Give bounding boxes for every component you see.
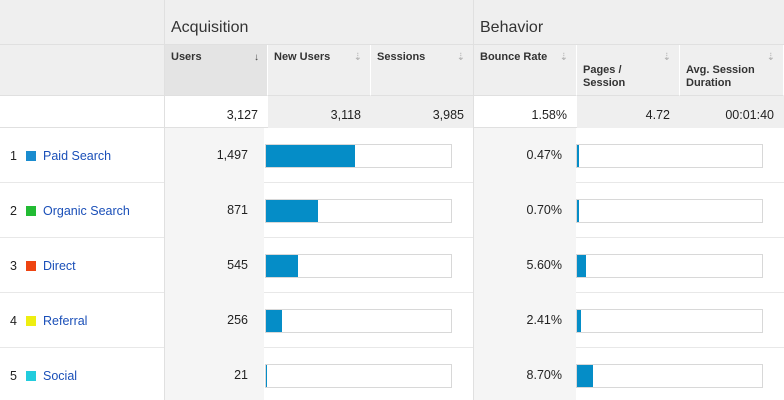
new-users-bar	[265, 198, 452, 223]
bounce-rate-header-label: Bounce Rate	[480, 51, 548, 63]
pages-session-column-header[interactable]: Pages / Session ⇣	[577, 45, 680, 96]
table-row	[0, 293, 784, 348]
sort-icon[interactable]: ⇣	[353, 52, 362, 63]
total-users: 3,127	[226, 108, 258, 122]
pages-session-bar-fill	[577, 144, 579, 167]
new-users-bar	[265, 143, 452, 168]
bounce-rate-cell: 0.70%	[474, 183, 576, 238]
total-pages-session: 4.72	[577, 96, 680, 128]
new-users-bar-fill	[266, 364, 267, 387]
channel-color-swatch	[26, 370, 36, 381]
total-bounce-rate: 1.58%	[531, 108, 567, 122]
channel-link[interactable]: Direct	[43, 258, 76, 273]
sort-icon[interactable]: ⇣	[662, 52, 671, 63]
sort-desc-icon[interactable]: ↓	[254, 52, 259, 63]
table-row	[0, 238, 784, 293]
bounce-rate-cell: 5.60%	[474, 238, 576, 293]
channel-color-swatch	[26, 205, 36, 216]
users-cell: 871	[165, 183, 264, 238]
pages-session-bar	[576, 143, 763, 168]
pages-session-bar	[576, 363, 763, 388]
users-cell: 545	[165, 238, 264, 293]
sort-icon[interactable]: ⇣	[766, 52, 775, 63]
new-users-bar	[265, 253, 452, 278]
column-group-header	[0, 0, 784, 45]
table-row	[0, 128, 784, 183]
new-users-bar-fill	[266, 309, 282, 332]
users-cell: 21	[165, 348, 264, 400]
channel-link[interactable]: Social	[43, 368, 78, 383]
divider	[164, 0, 165, 400]
channel-link[interactable]: Paid Search	[43, 148, 112, 163]
pages-session-bar-fill	[577, 254, 586, 277]
table-row	[0, 183, 784, 238]
channel-link[interactable]: Referral	[43, 313, 88, 328]
pages-session-bar	[576, 308, 763, 333]
row-rank: 3	[10, 258, 17, 273]
avg-session-duration-column-header[interactable]: Avg. Session Duration ⇣	[680, 45, 784, 96]
behavior-group-label: Behavior	[480, 19, 544, 36]
channel-color-swatch	[26, 315, 36, 326]
row-rank: 5	[10, 368, 17, 383]
sessions-header-label: Sessions	[377, 51, 426, 63]
pages-session-header-label: Pages / Session	[583, 64, 626, 89]
total-sessions: 3,985	[371, 96, 474, 128]
users-cell: 1,497	[165, 128, 264, 183]
new-users-bar-fill	[266, 144, 355, 167]
users-header-label: Users	[171, 51, 202, 63]
row-rank: 4	[10, 313, 17, 328]
new-users-bar	[265, 363, 452, 388]
pages-session-bar-fill	[577, 309, 581, 332]
bounce-rate-cell: 0.47%	[474, 128, 576, 183]
new-users-column-header[interactable]: New Users ⇣	[268, 45, 371, 96]
new-users-bar-fill	[266, 254, 298, 277]
bounce-rate-cell: 2.41%	[474, 293, 576, 348]
channel-color-swatch	[26, 260, 36, 271]
users-cell: 256	[165, 293, 264, 348]
row-rank: 2	[10, 203, 17, 218]
sort-icon[interactable]: ⇣	[456, 52, 465, 63]
pages-session-bar-fill	[577, 364, 593, 387]
users-column-header[interactable]: Users ↓	[165, 45, 268, 96]
dimension-column-header	[0, 45, 165, 96]
total-new-users: 3,118	[268, 96, 371, 128]
bounce-rate-column-header[interactable]: Bounce Rate ⇣	[474, 45, 577, 96]
channel-color-swatch	[26, 150, 36, 161]
row-rank: 1	[10, 148, 17, 163]
new-users-bar	[265, 308, 452, 333]
channel-link[interactable]: Organic Search	[43, 203, 130, 218]
new-users-header-label: New Users	[274, 51, 331, 63]
pages-session-bar-fill	[577, 199, 579, 222]
pages-session-bar	[576, 198, 763, 223]
acquisition-group-label: Acquisition	[171, 19, 249, 36]
pages-session-bar	[576, 253, 763, 278]
sort-icon[interactable]: ⇣	[559, 52, 568, 63]
total-avg-session-duration: 00:01:40	[680, 96, 784, 128]
new-users-bar-fill	[266, 199, 318, 222]
divider	[473, 0, 474, 400]
bounce-rate-cell: 8.70%	[474, 348, 576, 400]
sessions-column-header[interactable]: Sessions ⇣	[371, 45, 474, 96]
avg-session-duration-header-label: Avg. Session Duration	[686, 64, 755, 89]
